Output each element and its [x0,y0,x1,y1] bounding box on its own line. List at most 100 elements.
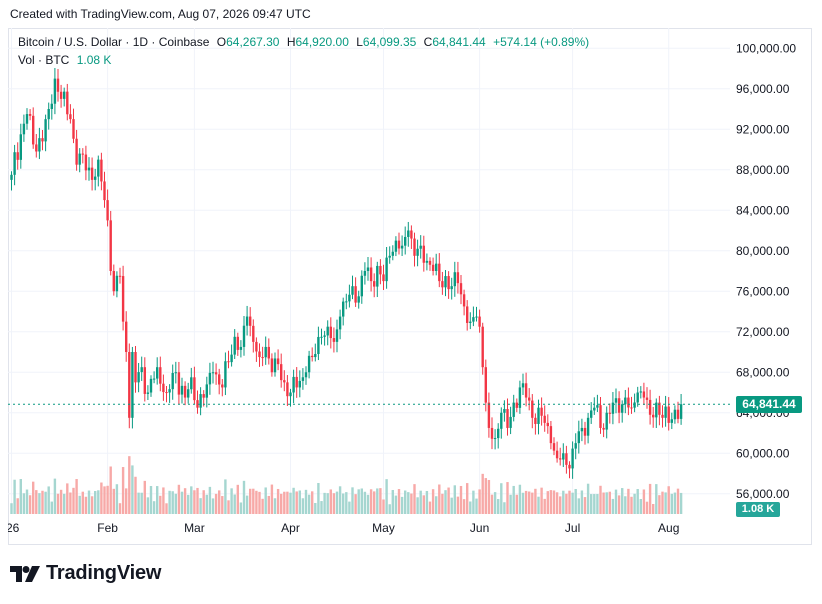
volume-bar [187,494,190,514]
candle-body [679,404,683,419]
volume-bar [658,495,661,514]
chart-frame [8,28,812,545]
volume-bar [673,492,677,514]
volume-bar [233,494,236,514]
volume-bar [267,495,270,514]
candle-body [75,138,78,165]
volume-bar [41,490,44,514]
candle-body [162,383,165,393]
volume-bar [642,489,646,514]
volume-bar [363,491,367,514]
candle-body [428,260,432,265]
candle-body [534,417,537,424]
candle-body [416,248,419,256]
candle-body [187,389,190,398]
high-key: H [286,35,296,49]
volume-bar [407,492,410,514]
volume-bar [264,487,267,514]
volume-bar [376,488,379,514]
volume-bar [242,480,246,514]
volume-bar [472,490,475,514]
volume-bar [602,492,605,514]
candle-body [59,91,63,99]
y-tick-label: 60,000.00 [736,446,790,460]
candle-body [66,91,69,115]
candle-body [174,372,177,374]
volume-bar [10,503,13,514]
candle-body [537,407,540,424]
volume-bar [276,488,280,514]
candle-body [326,326,329,336]
candle-body [239,346,243,350]
volume-bar [512,485,515,514]
volume-bar [500,483,503,514]
volume-bar [35,490,38,514]
candle-body [602,427,605,430]
candle-body [140,367,143,373]
volume-bar [342,493,345,514]
volume-bar [614,489,618,514]
volume-bar [146,497,150,514]
candle-body [32,115,35,145]
volume-bar [131,465,134,514]
candle-body [261,357,264,359]
candlestick-chart[interactable]: 100,000.00 96,000.00 92,000.00 88,000.00 84,… [8,28,812,545]
candle-body [500,412,503,429]
candle-body [379,265,382,275]
ohlc-legend: Bitcoin / U.S. Dollar · 1D · Coinbase O6… [18,35,589,49]
candle-body [531,400,534,418]
volume-bar [453,485,456,514]
volume-bar [106,485,109,514]
volume-bar [351,487,354,514]
candle-body [655,402,658,418]
candle-body [596,405,599,408]
candle-body [658,402,661,415]
candle-body [487,402,491,428]
open-value: 64,267.30 [226,35,280,49]
volume-bar [121,467,125,514]
logo-text: TradingView [46,562,162,584]
candle-body [673,409,677,420]
candle-body [475,316,478,318]
volume-bar [283,491,286,514]
candle-body [549,426,553,444]
candle-body [332,338,336,342]
volume-bar [32,481,35,514]
volume-bar [100,482,103,514]
candle-body [146,392,150,394]
volume-bar [289,492,292,514]
candle-body [642,391,646,398]
volume-bar [487,479,491,514]
volume-bar [273,498,277,514]
tradingview-logo[interactable]: TradingView [10,562,161,585]
volume-bar [97,490,100,514]
candle-body [577,431,580,444]
volume-bar [329,489,332,514]
volume-bar [258,491,261,514]
volume-bar [574,489,577,514]
volume-bar [450,497,453,514]
candle-body [438,263,441,282]
candle-body [394,240,398,252]
candle-body [605,412,608,430]
y-tick-label: 80,000.00 [736,244,790,258]
candle-body [509,416,512,428]
last-price-badge: 64,841.44 [736,396,802,413]
candle-body [484,367,487,403]
volume-bar [515,494,518,514]
volume-bar [540,487,543,514]
volume-bar [596,494,599,514]
y-tick-label: 76,000.00 [736,284,790,298]
volume-bar [332,493,336,514]
volume-bar [652,503,655,514]
candle-body [125,321,128,352]
candle-body [441,281,444,288]
candle-body [503,409,506,413]
candle-body [624,397,627,405]
candle-body [137,372,140,383]
candle-body [543,415,546,423]
volume-bar [369,489,373,514]
volume-bar [307,494,311,514]
x-tick-label: Mar [184,521,205,535]
candle-body [134,352,137,383]
